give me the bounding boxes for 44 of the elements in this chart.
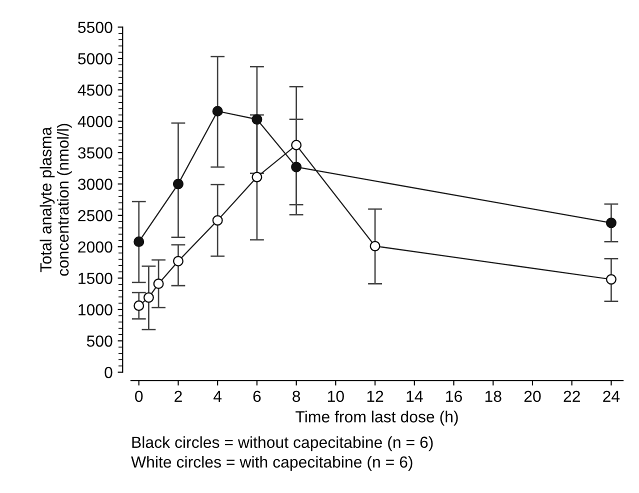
point — [252, 172, 262, 182]
point — [153, 278, 164, 290]
x-tick-label: 4 — [214, 390, 222, 402]
text: White circles = with capecitabine (n = 6) — [131, 456, 412, 471]
y-tick-label: 5500 — [78, 22, 112, 34]
y-tick-label: 4500 — [78, 84, 112, 96]
y-tick-label: 5000 — [78, 53, 112, 64]
y-tick-label: 3000 — [78, 178, 112, 190]
x-tick-label: 22 — [564, 390, 580, 402]
y-tick-label: 1500 — [78, 272, 112, 284]
x-tick-label: 2 — [174, 390, 182, 402]
x-tick-label: 16 — [446, 390, 462, 402]
point — [606, 218, 616, 228]
point — [134, 236, 144, 247]
x-tick-label: 10 — [328, 390, 344, 402]
x-tick-label: 18 — [485, 390, 502, 402]
y-tick-label: 3500 — [78, 147, 112, 159]
point — [291, 162, 302, 172]
y-tick-label: 0 — [104, 366, 112, 378]
y-tick-label: 2500 — [78, 210, 112, 222]
x-tick-label: 20 — [524, 390, 541, 402]
point — [143, 292, 154, 303]
point — [172, 178, 184, 190]
x-tick-label: 0 — [135, 390, 143, 402]
y-tick-label: 2000 — [78, 241, 112, 253]
point — [370, 240, 380, 252]
y-axis-title: Total analyte plasma concentration (nmol/l) — [40, 124, 72, 276]
x-tick-label: 12 — [367, 390, 384, 402]
point — [212, 215, 223, 226]
x-tick-label: 14 — [406, 390, 423, 402]
point — [134, 300, 144, 311]
point — [606, 274, 616, 285]
x-tick-label: 24 — [603, 390, 620, 402]
y-tick-label: 4000 — [78, 116, 112, 128]
y-tick-label: 500 — [86, 335, 112, 347]
x-axis-title: Time from last dose (h) — [296, 410, 458, 426]
x-tick-label: 6 — [253, 390, 261, 402]
point — [252, 114, 262, 125]
point — [212, 106, 223, 116]
point — [291, 140, 302, 150]
point — [172, 256, 184, 266]
y-tick-label: 1000 — [78, 304, 112, 316]
text: Black circles = without capecitabine (n = 6) — [132, 436, 433, 452]
x-tick-label: 8 — [292, 390, 300, 402]
